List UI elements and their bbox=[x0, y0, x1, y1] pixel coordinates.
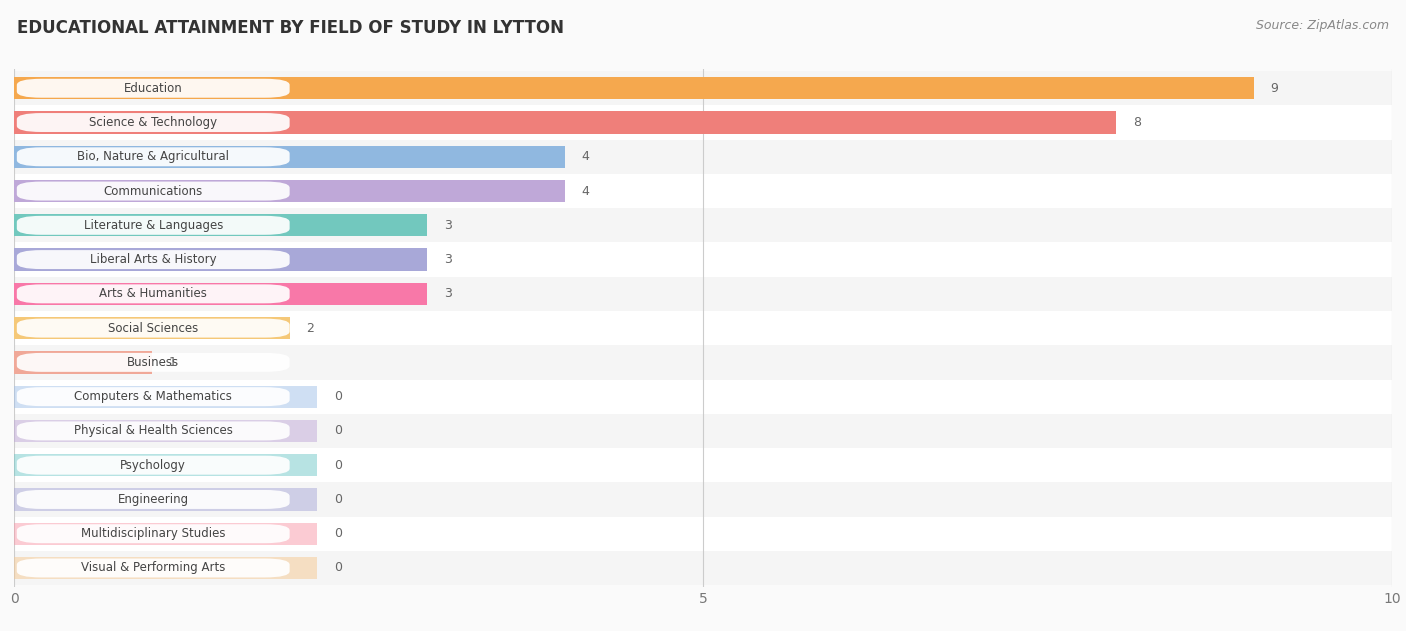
Text: Literature & Languages: Literature & Languages bbox=[83, 219, 224, 232]
FancyBboxPatch shape bbox=[17, 387, 290, 406]
Text: Psychology: Psychology bbox=[121, 459, 186, 472]
Bar bbox=[14, 71, 1392, 105]
Bar bbox=[14, 311, 1392, 345]
Bar bbox=[14, 522, 318, 545]
Text: 0: 0 bbox=[333, 493, 342, 506]
Bar bbox=[14, 214, 427, 237]
Bar bbox=[14, 345, 1392, 379]
Text: 3: 3 bbox=[444, 287, 451, 300]
Bar bbox=[14, 249, 427, 271]
Text: 3: 3 bbox=[444, 219, 451, 232]
Bar bbox=[14, 420, 318, 442]
FancyBboxPatch shape bbox=[17, 524, 290, 543]
Text: Multidisciplinary Studies: Multidisciplinary Studies bbox=[82, 528, 225, 540]
FancyBboxPatch shape bbox=[17, 285, 290, 304]
Bar bbox=[14, 379, 1392, 414]
FancyBboxPatch shape bbox=[17, 113, 290, 132]
FancyBboxPatch shape bbox=[17, 490, 290, 509]
Text: Visual & Performing Arts: Visual & Performing Arts bbox=[82, 562, 225, 574]
Text: 4: 4 bbox=[582, 184, 589, 198]
Text: Science & Technology: Science & Technology bbox=[89, 116, 218, 129]
Text: 0: 0 bbox=[333, 390, 342, 403]
FancyBboxPatch shape bbox=[17, 79, 290, 98]
Bar bbox=[14, 448, 1392, 482]
Bar bbox=[14, 112, 1116, 134]
FancyBboxPatch shape bbox=[17, 456, 290, 475]
Text: EDUCATIONAL ATTAINMENT BY FIELD OF STUDY IN LYTTON: EDUCATIONAL ATTAINMENT BY FIELD OF STUDY… bbox=[17, 19, 564, 37]
Bar bbox=[14, 242, 1392, 277]
Text: 0: 0 bbox=[333, 425, 342, 437]
FancyBboxPatch shape bbox=[17, 422, 290, 440]
Text: 8: 8 bbox=[1133, 116, 1140, 129]
FancyBboxPatch shape bbox=[17, 250, 290, 269]
Text: Source: ZipAtlas.com: Source: ZipAtlas.com bbox=[1256, 19, 1389, 32]
FancyBboxPatch shape bbox=[17, 182, 290, 201]
Text: 9: 9 bbox=[1271, 82, 1278, 95]
Bar bbox=[14, 488, 318, 510]
Bar bbox=[14, 77, 1254, 100]
Text: Liberal Arts & History: Liberal Arts & History bbox=[90, 253, 217, 266]
FancyBboxPatch shape bbox=[17, 319, 290, 338]
Bar bbox=[14, 277, 1392, 311]
Text: 2: 2 bbox=[307, 322, 314, 334]
Text: Engineering: Engineering bbox=[118, 493, 188, 506]
Text: Education: Education bbox=[124, 82, 183, 95]
Bar bbox=[14, 139, 1392, 174]
FancyBboxPatch shape bbox=[17, 353, 290, 372]
Text: Social Sciences: Social Sciences bbox=[108, 322, 198, 334]
Text: Communications: Communications bbox=[104, 184, 202, 198]
Text: 1: 1 bbox=[169, 356, 176, 369]
FancyBboxPatch shape bbox=[17, 558, 290, 577]
Bar bbox=[14, 517, 1392, 551]
Bar bbox=[14, 174, 1392, 208]
Text: Computers & Mathematics: Computers & Mathematics bbox=[75, 390, 232, 403]
Bar bbox=[14, 283, 427, 305]
Bar bbox=[14, 557, 318, 579]
Text: 0: 0 bbox=[333, 562, 342, 574]
Bar bbox=[14, 454, 318, 476]
Bar bbox=[14, 482, 1392, 517]
Text: 0: 0 bbox=[333, 528, 342, 540]
Bar bbox=[14, 386, 318, 408]
Text: 4: 4 bbox=[582, 150, 589, 163]
Text: 3: 3 bbox=[444, 253, 451, 266]
FancyBboxPatch shape bbox=[17, 147, 290, 166]
Bar bbox=[14, 351, 152, 374]
FancyBboxPatch shape bbox=[17, 216, 290, 235]
Bar bbox=[14, 180, 565, 202]
Text: Physical & Health Sciences: Physical & Health Sciences bbox=[73, 425, 232, 437]
Bar bbox=[14, 551, 1392, 585]
Text: Business: Business bbox=[127, 356, 180, 369]
Text: 0: 0 bbox=[333, 459, 342, 472]
Bar bbox=[14, 105, 1392, 139]
Text: Bio, Nature & Agricultural: Bio, Nature & Agricultural bbox=[77, 150, 229, 163]
Bar bbox=[14, 208, 1392, 242]
Bar bbox=[14, 317, 290, 339]
Bar bbox=[14, 414, 1392, 448]
Bar bbox=[14, 146, 565, 168]
Text: Arts & Humanities: Arts & Humanities bbox=[100, 287, 207, 300]
